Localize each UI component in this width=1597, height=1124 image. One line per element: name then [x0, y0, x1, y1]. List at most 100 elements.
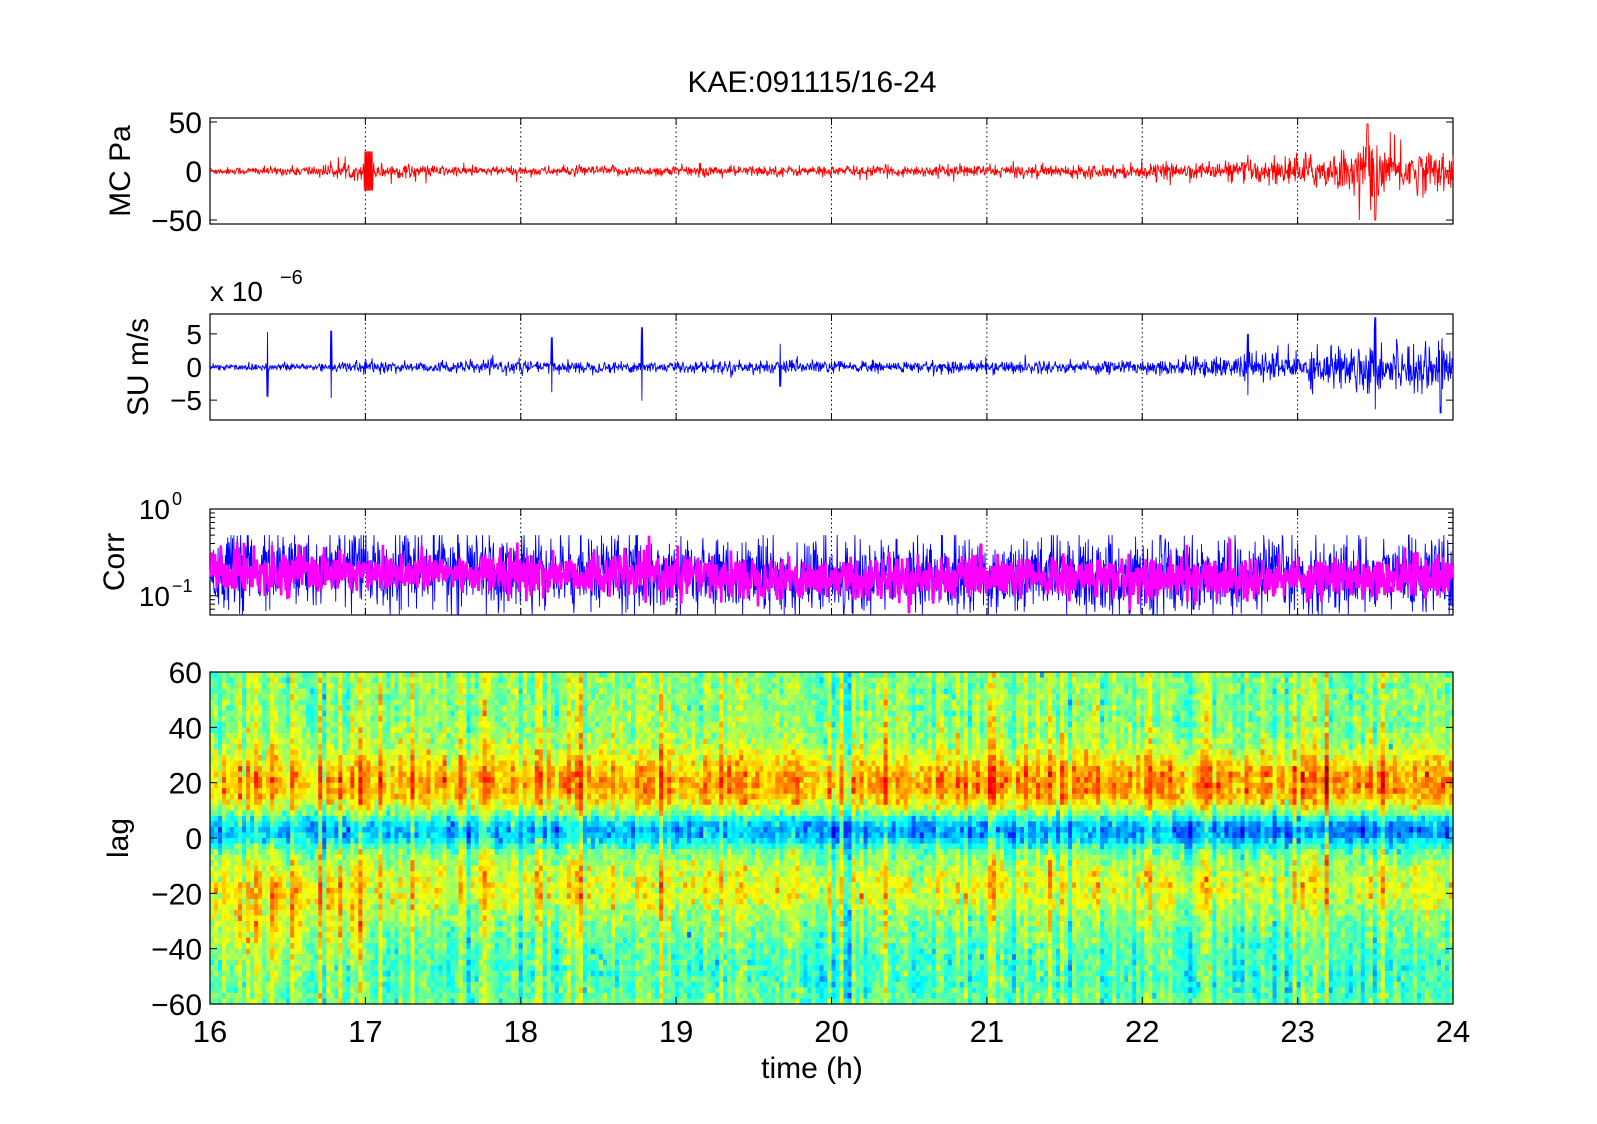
heatmap-cell: [342, 849, 347, 856]
heatmap-cell: [322, 699, 327, 706]
heatmap-cell: [294, 926, 299, 933]
heatmap-cell: [258, 937, 263, 944]
heatmap-cell: [454, 893, 460, 900]
heatmap-cell: [494, 699, 500, 706]
heatmap-cell: [470, 738, 476, 745]
heatmap-cell: [358, 721, 363, 728]
heatmap-cell: [474, 898, 480, 905]
heatmap-cell: [310, 716, 315, 723]
heatmap-cell: [502, 710, 508, 717]
heatmap-cell: [342, 959, 347, 966]
heatmap-cell: [226, 954, 231, 961]
heatmap-cell: [514, 937, 520, 944]
heatmap-cell: [442, 965, 448, 972]
heatmap-cell: [306, 683, 311, 690]
heatmap-cell: [366, 860, 371, 867]
heatmap-cell: [438, 937, 444, 944]
heatmap-cell: [434, 948, 440, 955]
heatmap-cell: [458, 849, 464, 856]
heatmap-cell: [386, 854, 392, 861]
heatmap-cell: [254, 904, 259, 911]
heatmap-cell: [294, 677, 299, 684]
heatmap-cell: [454, 727, 460, 734]
heatmap-cell: [242, 887, 247, 894]
heatmap-cell: [274, 904, 279, 911]
heatmap-cell: [210, 970, 215, 977]
heatmap-cell: [278, 705, 283, 712]
heatmap-cell: [286, 981, 291, 988]
heatmap-cell: [506, 970, 512, 977]
heatmap-cell: [430, 815, 436, 822]
heatmap-cell: [382, 743, 388, 751]
heatmap-cell: [318, 743, 323, 751]
heatmap-cell: [422, 810, 428, 817]
heatmap-cell: [366, 898, 371, 905]
heatmap-cell: [326, 716, 331, 723]
heatmap-cell: [294, 755, 299, 762]
heatmap-cell: [518, 970, 524, 977]
heatmap-cell: [294, 832, 299, 839]
heatmap-cell: [470, 915, 476, 922]
heatmap-cell: [210, 937, 215, 944]
heatmap-cell: [254, 688, 259, 695]
heatmap-cell: [370, 843, 375, 850]
heatmap-cell: [346, 970, 351, 977]
heatmap-cell: [474, 832, 480, 839]
heatmap-cell: [334, 926, 339, 933]
heatmap-cell: [398, 871, 404, 878]
heatmap-cell: [418, 865, 424, 872]
heatmap-cell: [238, 743, 243, 751]
heatmap-cell: [338, 843, 343, 850]
heatmap-cell: [434, 727, 440, 734]
heatmap-cell: [214, 749, 219, 756]
heatmap-cell: [214, 992, 219, 1000]
heatmap-cell: [254, 932, 259, 939]
heatmap-cell: [434, 672, 440, 679]
heatmap-cell: [526, 948, 532, 955]
heatmap-cell: [218, 849, 223, 856]
heatmap-cell: [394, 832, 400, 839]
y-tick-label: 0: [186, 352, 202, 383]
heatmap-cell: [374, 815, 380, 822]
heatmap-cell: [362, 959, 367, 966]
heatmap-cell: [326, 838, 331, 845]
heatmap-cell: [278, 843, 283, 850]
heatmap-cell: [258, 710, 263, 717]
heatmap-cell: [246, 937, 251, 944]
heatmap-cell: [266, 937, 271, 944]
heatmap-cell: [370, 970, 375, 977]
heatmap-cell: [262, 954, 267, 961]
heatmap-cell: [310, 810, 315, 817]
heatmap-cell: [466, 860, 472, 867]
heatmap-cell: [410, 987, 416, 994]
heatmap-cell: [430, 865, 436, 872]
heatmap-cell: [222, 755, 227, 762]
mc-pa-series: [209, 123, 1454, 221]
heatmap-cell: [354, 937, 359, 944]
heatmap-cell: [342, 694, 347, 701]
heatmap-cell: [518, 992, 524, 1000]
heatmap-cell: [314, 677, 319, 684]
heatmap-cell: [418, 926, 424, 933]
heatmap-cell: [446, 788, 452, 795]
heatmap-cell: [442, 898, 448, 905]
heatmap-cell: [258, 915, 263, 922]
heatmap-cell: [274, 777, 279, 784]
heatmap-cell: [418, 843, 424, 850]
heatmap-cell: [346, 954, 351, 961]
heatmap-cell: [258, 810, 263, 817]
heatmap-cell: [510, 976, 516, 983]
heatmap-cell: [350, 782, 355, 789]
heatmap-cell: [522, 976, 528, 983]
heatmap-cell: [230, 992, 235, 1000]
heatmap-cell: [274, 699, 279, 706]
heatmap-cell: [414, 799, 420, 806]
heatmap-cell: [482, 937, 488, 944]
heatmap-cell: [454, 954, 460, 961]
heatmap-cell: [258, 721, 263, 728]
heatmap-cell: [306, 898, 311, 905]
heatmap-cell: [526, 887, 532, 894]
heatmap-cell: [410, 771, 416, 778]
heatmap-cell: [506, 838, 512, 845]
heatmap-cell: [422, 699, 428, 706]
